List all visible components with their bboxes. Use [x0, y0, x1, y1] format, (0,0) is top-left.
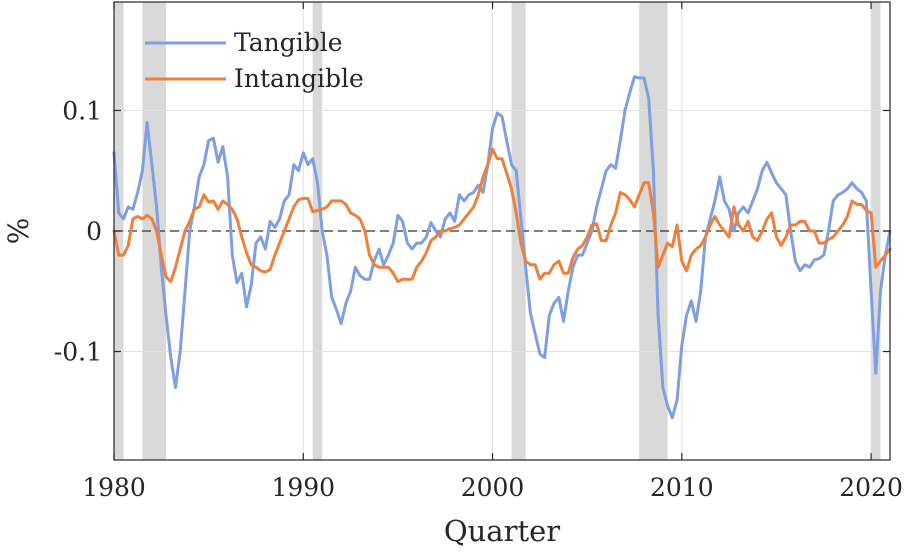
x-axis-label: Quarter — [444, 514, 560, 548]
y-tick-label: -0.1 — [54, 338, 102, 367]
legend-label-tangible: Tangible — [234, 28, 343, 57]
y-tick-label: 0.1 — [62, 96, 102, 125]
y-tick-label: 0 — [86, 217, 102, 246]
series-line-tangible — [112, 75, 892, 420]
y-axis-ticks: -0.1 0 0.1 — [54, 96, 890, 367]
x-tick-label: 1980 — [82, 473, 146, 502]
x-axis-ticks: 1980 1990 2000 2010 2020 — [82, 2, 903, 502]
legend-label-intangible: Intangible — [234, 64, 364, 93]
x-tick-label: 2020 — [839, 473, 903, 502]
legend: Tangible Intangible — [145, 28, 364, 93]
y-axis-label: % — [2, 218, 35, 245]
x-tick-label: 2000 — [461, 473, 525, 502]
x-tick-label: 2010 — [650, 473, 714, 502]
series-line-intangible — [112, 147, 892, 284]
series-lines — [112, 75, 892, 420]
x-tick-label: 1990 — [271, 473, 335, 502]
